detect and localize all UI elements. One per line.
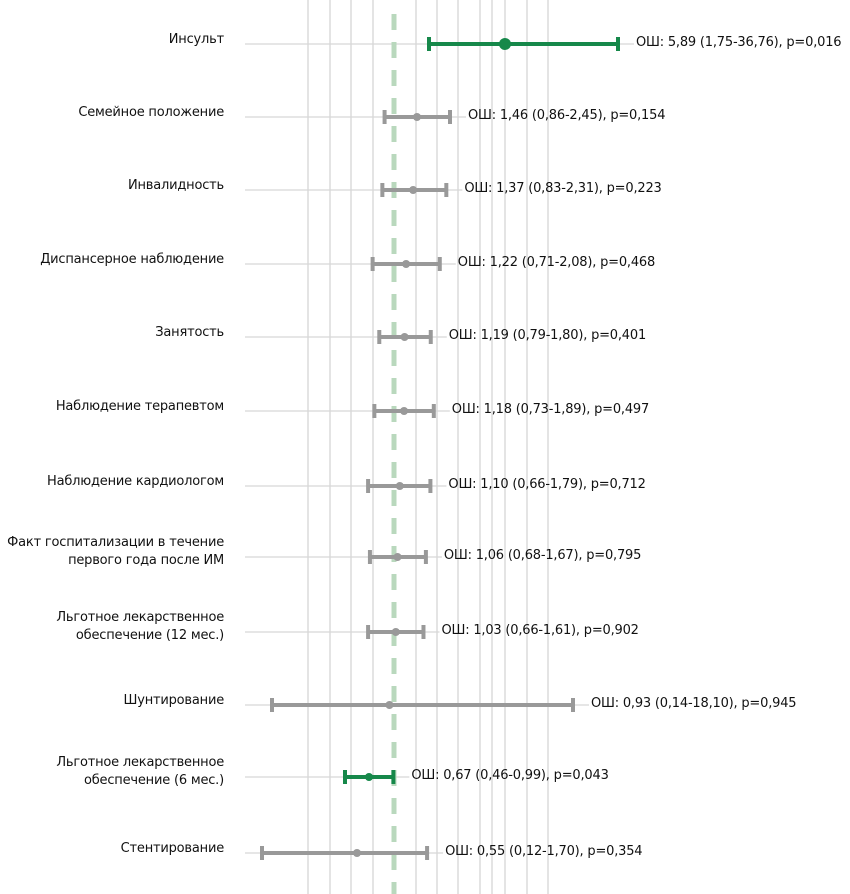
row-label: Семейное положение [78, 104, 224, 122]
point-estimate [400, 333, 409, 341]
row-label-line: Шунтирование [123, 693, 225, 708]
row-label-line: Занятость [155, 325, 224, 340]
row-label: Наблюдение кардиологом [47, 473, 224, 491]
or-value-label: ОШ: 1,06 (0,68-1,67), p=0,795 [443, 548, 642, 563]
or-value-label: ОШ: 1,03 (0,66-1,61), p=0,902 [441, 623, 639, 638]
point-estimate [385, 701, 394, 709]
point-estimate [499, 38, 511, 50]
point-estimate [353, 849, 361, 857]
row-label: Диспансерное наблюдение [40, 251, 224, 269]
row-label: Льготное лекарственное обеспечение (12 ме… [56, 609, 224, 645]
or-value-label: ОШ: 0,55 (0,12-1,70), p=0,354 [445, 844, 643, 859]
row-label: Стентирование [120, 840, 225, 858]
gridlines [307, 0, 549, 894]
point-estimate [413, 113, 421, 121]
row-label-line: Факт госпитализации в течение [7, 535, 224, 550]
row-label-line: Диспансерное наблюдение [40, 252, 224, 267]
row-label: Шунтирование [124, 692, 225, 710]
or-value-label: ОШ: 1,10 (0,66-1,79), p=0,712 [448, 477, 646, 492]
or-value-label: ОШ: 5,89 (1,75-36,76), p=0,016 [636, 35, 842, 50]
row-label-line: Стентирование [120, 841, 225, 856]
or-value-label: ОШ: 1,46 (0,86-2,45), p=0,154 [468, 108, 666, 123]
row-label: Наблюдение терапевтом [56, 398, 224, 416]
row-label: Факт госпитализации в течение первого год… [7, 534, 224, 570]
row-label-line: Семейное положение [78, 105, 224, 120]
row-lines [245, 43, 634, 854]
row-label-line: обеспечение (6 мес.) [83, 773, 224, 788]
row-label-line: первого года после ИМ [68, 553, 224, 568]
row-label-line: Инвалидность [127, 178, 224, 193]
point-estimate [391, 628, 400, 636]
row-label: Льготное лекарственное обеспечение (6 мес… [56, 754, 224, 790]
row-label-line: обеспечение (12 мес.) [75, 628, 224, 643]
point-estimate [393, 553, 402, 561]
point-estimate [402, 260, 411, 268]
or-value-label: ОШ: 0,93 (0,14-18,10), p=0,945 [591, 696, 797, 711]
point-estimate [400, 407, 409, 415]
or-value-label: ОШ: 1,19 (0,79-1,80), p=0,401 [448, 328, 647, 343]
row-label-line: Наблюдение терапевтом [55, 399, 224, 414]
row-label: Занятость [155, 324, 224, 342]
or-value-label: ОШ: 1,37 (0,83-2,31), p=0,223 [464, 181, 662, 196]
row-label-line: Инсульт [168, 32, 224, 47]
point-estimate [395, 482, 404, 490]
or-value-label: ОШ: 0,67 (0,46-0,99), p=0,043 [411, 768, 609, 783]
or-value-label: ОШ: 1,18 (0,73-1,89), p=0,497 [451, 402, 650, 417]
row-label: Инвалидность [128, 177, 224, 195]
or-value-label: ОШ: 1,22 (0,71-2,08), p=0,468 [457, 255, 656, 270]
point-estimate [409, 186, 418, 194]
estimates [260, 37, 620, 860]
row-label: Инсульт [169, 31, 224, 49]
row-label-line: Наблюдение кардиологом [47, 474, 224, 489]
row-label-line: Льготное лекарственное [56, 610, 224, 625]
point-estimate [365, 773, 373, 781]
row-label-line: Льготное лекарственное [56, 755, 224, 770]
